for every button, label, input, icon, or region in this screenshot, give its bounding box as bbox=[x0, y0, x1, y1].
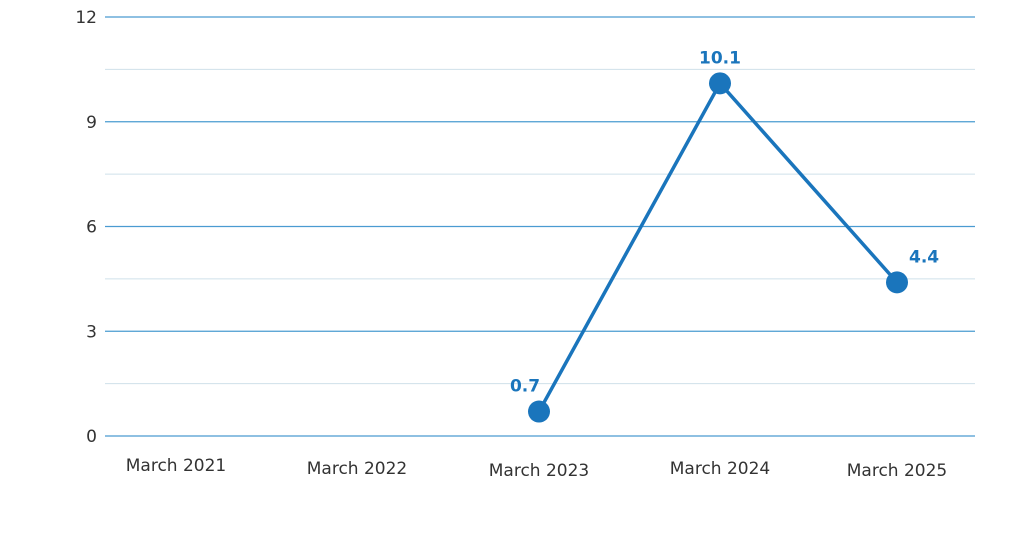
data-label: 0.7 bbox=[510, 377, 540, 397]
x-tick-label: March 2022 bbox=[307, 459, 408, 479]
series-line bbox=[537, 81, 899, 413]
x-tick-label: March 2024 bbox=[670, 459, 771, 479]
x-tick-label: March 2021 bbox=[126, 456, 227, 476]
data-point bbox=[528, 400, 550, 423]
x-tick-label: March 2025 bbox=[847, 461, 948, 481]
x-tick-label: March 2023 bbox=[489, 461, 590, 481]
y-tick-label: 6 bbox=[86, 218, 97, 238]
y-axis: 0 3 6 9 12 bbox=[75, 8, 97, 447]
data-point bbox=[886, 271, 908, 294]
y-tick-label: 12 bbox=[75, 8, 97, 28]
y-tick-label: 0 bbox=[86, 427, 97, 447]
grid-lines bbox=[105, 16, 975, 437]
data-label: 10.1 bbox=[699, 48, 741, 68]
y-tick-label: 9 bbox=[86, 113, 97, 133]
plot-area: 0.7 10.1 4.4 bbox=[510, 48, 939, 423]
x-axis: March 2021 March 2022 March 2023 March 2024… bbox=[126, 456, 948, 481]
data-point bbox=[709, 72, 731, 95]
data-label: 4.4 bbox=[909, 247, 939, 267]
y-tick-label: 3 bbox=[86, 322, 97, 342]
